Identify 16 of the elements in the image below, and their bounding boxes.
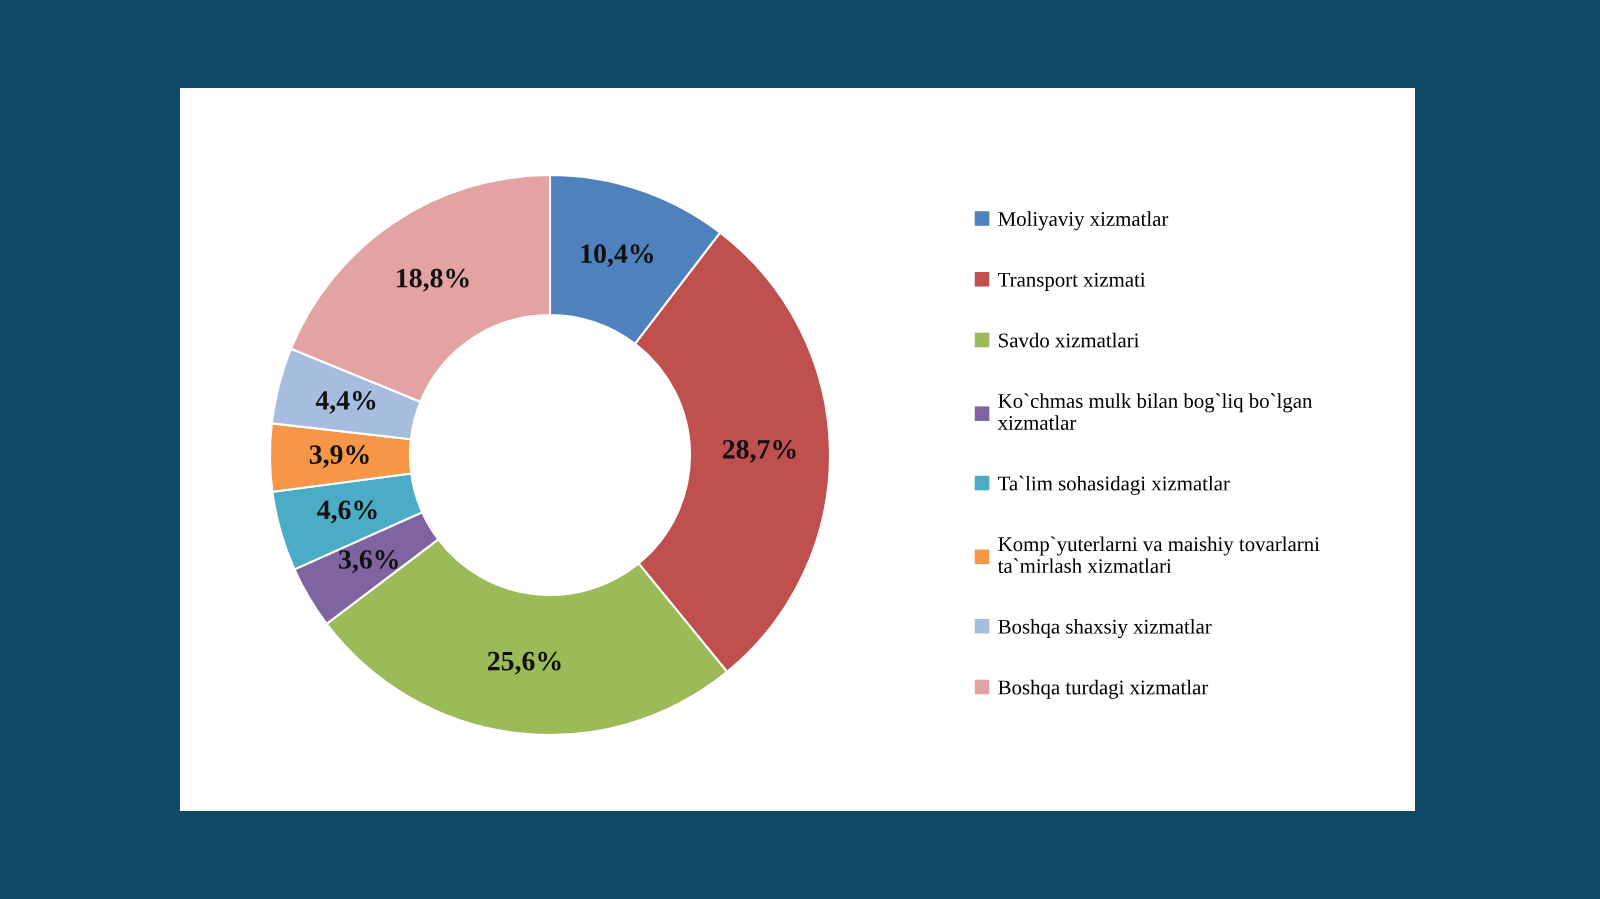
data-label: 4,4% bbox=[315, 390, 376, 414]
data-label: 4,6% bbox=[317, 500, 377, 524]
legend-label: Ko`chmas mulk bilan bog`liq bo`lgan xizmatlar bbox=[997, 393, 1313, 430]
legend-label: Moliyaviy xizmatlar bbox=[998, 211, 1169, 231]
legend-label: Boshqa shaxsiy xizmatlar bbox=[998, 619, 1212, 639]
legend-label: Savdo xizmatlari bbox=[999, 332, 1140, 348]
legend-label: Transport xizmati bbox=[998, 272, 1146, 291]
data-label: 3,9% bbox=[309, 445, 369, 468]
legend-label: Ta`lim sohasidagi xizmatlar bbox=[998, 475, 1230, 495]
legend-label: Boshqa turdagi xizmatlar bbox=[998, 679, 1209, 699]
data-label: 10,4% bbox=[581, 244, 653, 268]
data-label: 18,8% bbox=[397, 268, 469, 292]
legend-label: Komp`yuterlarni va maishiy tovarlarni ta`mirlash xizmatlari bbox=[997, 536, 1320, 574]
data-label: 3,6% bbox=[339, 550, 398, 573]
data-label: 28,7% bbox=[722, 439, 796, 463]
data-label: 25,6% bbox=[487, 651, 561, 675]
